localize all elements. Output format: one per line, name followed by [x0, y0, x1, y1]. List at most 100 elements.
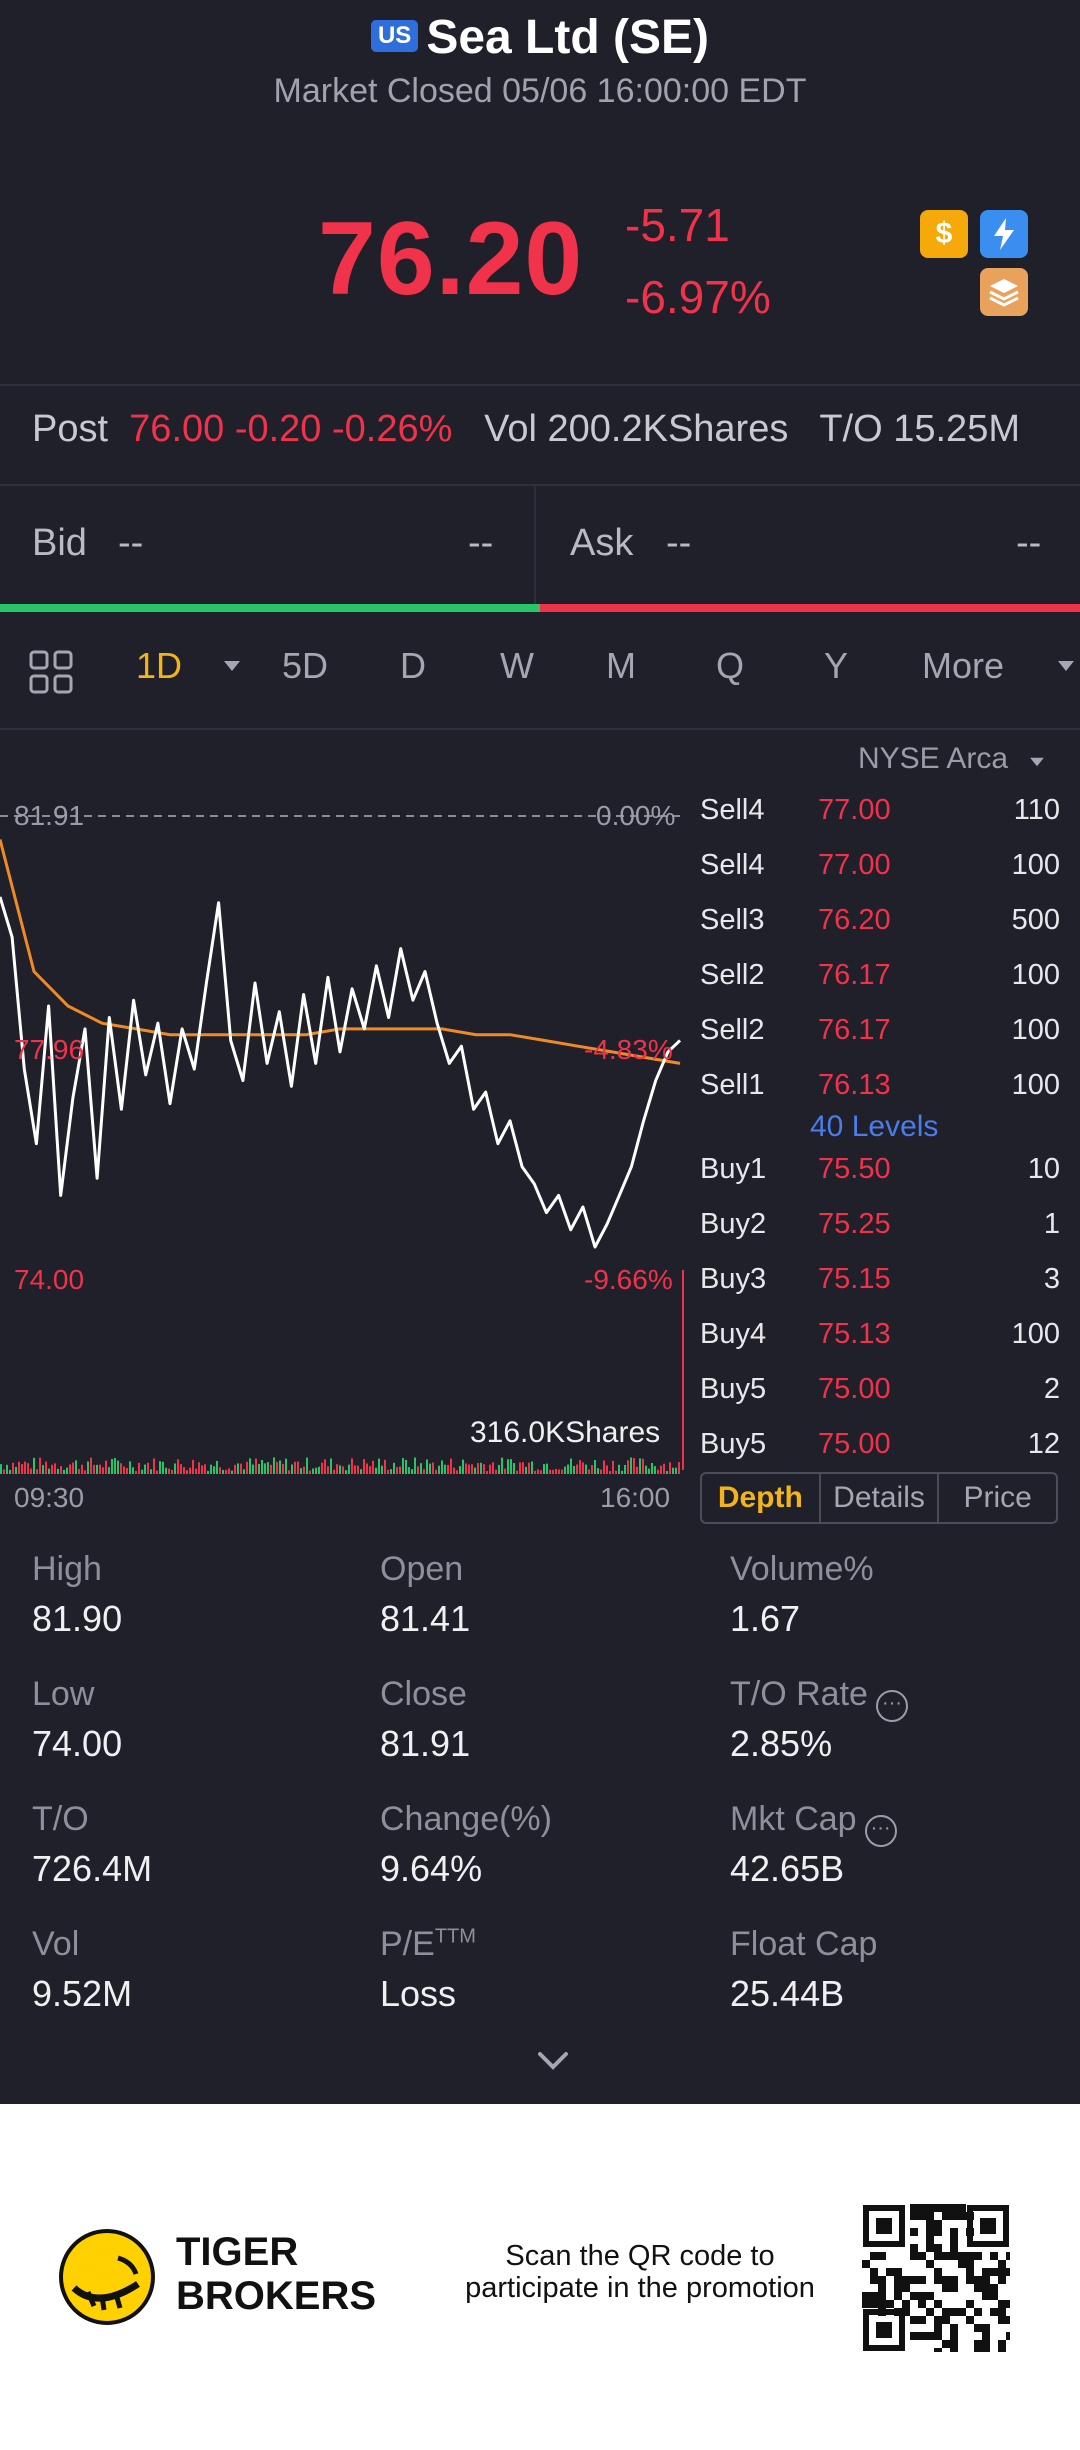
volume-bar — [78, 1469, 80, 1474]
volume-bar — [549, 1469, 551, 1474]
volume-bar — [645, 1465, 647, 1474]
volume-bar — [519, 1462, 521, 1474]
bidask-divider — [534, 484, 536, 604]
volume-bar — [123, 1466, 125, 1474]
qr-cell — [982, 2292, 990, 2300]
brand-name: TIGER BROKERS — [176, 2230, 376, 2318]
post-vol-label: Vol — [484, 408, 537, 450]
qr-cell — [910, 2204, 918, 2212]
volume-bar — [171, 1469, 173, 1474]
volume-bar — [321, 1462, 323, 1474]
qr-cell — [934, 2252, 942, 2260]
stat-mkt-cap: Mkt Cap ··· — [730, 1800, 897, 1847]
levels-link[interactable]: 40 Levels — [810, 1110, 939, 1143]
qr-cell — [982, 2324, 990, 2332]
tab-m[interactable]: M — [606, 645, 636, 686]
orderbook-sell-row: Sell4 77.00 100 — [700, 849, 1060, 903]
volume-bar — [231, 1470, 233, 1474]
volume-bar — [453, 1467, 455, 1474]
volume-bar — [363, 1459, 365, 1474]
qr-cell — [910, 2292, 918, 2300]
volume-bar — [288, 1470, 290, 1474]
volume-bar — [279, 1460, 281, 1474]
qr-cell — [878, 2276, 886, 2284]
volume-bar — [312, 1468, 314, 1474]
tab-y[interactable]: Y — [824, 645, 849, 686]
volume-bar — [591, 1465, 593, 1474]
qr-cell — [926, 2212, 934, 2220]
tab-w[interactable]: W — [500, 645, 534, 686]
chevron-down-icon[interactable] — [1056, 659, 1076, 678]
more-info-icon[interactable]: ··· — [864, 1815, 897, 1847]
exchange-select[interactable]: NYSE Arca — [858, 742, 1046, 776]
volume-bar — [468, 1464, 470, 1474]
stack-icon[interactable] — [980, 268, 1028, 316]
volume-bar — [462, 1459, 464, 1474]
promo-line2: participate in the promotion — [465, 2272, 815, 2304]
volume-bar — [489, 1464, 491, 1474]
tab-depth[interactable]: Depth — [702, 1474, 821, 1522]
volume-bar — [450, 1458, 452, 1474]
volume-bar — [576, 1464, 578, 1474]
prev-close-label: 81.91 — [14, 800, 85, 831]
volume-bar — [132, 1467, 134, 1474]
stat-high-value: 81.90 — [32, 1598, 123, 1639]
qr-cell — [926, 2308, 934, 2316]
qr-cell — [950, 2340, 958, 2348]
tab-5d[interactable]: 5D — [282, 645, 329, 686]
tab-price[interactable]: Price — [963, 1481, 1032, 1514]
sell-level: Sell3 — [700, 904, 765, 936]
qr-cell — [926, 2332, 934, 2340]
tab-details[interactable]: Details — [821, 1474, 940, 1522]
flash-icon[interactable] — [980, 210, 1028, 258]
layout-grid-icon[interactable] — [28, 649, 74, 700]
volume-bar — [15, 1467, 17, 1474]
qr-cell — [934, 2324, 942, 2332]
qr-cell — [878, 2300, 886, 2308]
qr-cell — [950, 2204, 958, 2212]
qr-cell — [998, 2316, 1006, 2324]
buy-level: Buy2 — [700, 1208, 767, 1240]
sell-price: 77.00 — [818, 849, 891, 881]
ask-strength-bar — [540, 604, 1080, 612]
volume-bar — [669, 1462, 671, 1474]
qr-cell — [998, 2340, 1006, 2348]
volume-bar — [426, 1459, 428, 1474]
volume-bar — [420, 1463, 422, 1474]
chevron-down-icon[interactable] — [222, 659, 242, 678]
qr-cell — [950, 2276, 958, 2284]
stat-vol-value: 9.52M — [32, 1973, 133, 2014]
post-market-row: Post 76.00 -0.20 -0.26% Vol 200.2KShares… — [32, 408, 1020, 451]
stat-pe: P/ETTM — [380, 1925, 476, 1964]
volume-bar — [429, 1463, 431, 1474]
volume-bar — [360, 1469, 362, 1474]
stat-low-label: Low — [32, 1675, 95, 1713]
more-info-icon[interactable]: ··· — [875, 1690, 908, 1722]
volume-bar — [147, 1462, 149, 1474]
qr-cell — [990, 2252, 998, 2260]
expand-chevron-icon[interactable] — [536, 2050, 570, 2077]
qr-cell — [862, 2300, 870, 2308]
qr-cell — [926, 2292, 934, 2300]
qr-cell — [918, 2316, 926, 2324]
dollar-icon[interactable]: $ — [920, 210, 968, 258]
sell-level: Sell1 — [700, 1069, 765, 1101]
volume-bar — [633, 1457, 635, 1474]
tab-more[interactable]: More — [922, 645, 1005, 686]
volume-bar — [522, 1462, 524, 1474]
tab-d[interactable]: D — [400, 645, 426, 686]
tab-q[interactable]: Q — [716, 645, 745, 686]
volume-bar — [306, 1457, 308, 1474]
volume-bar — [261, 1459, 263, 1474]
volume-bar — [267, 1462, 269, 1474]
volume-bar — [483, 1464, 485, 1474]
volume-bar — [141, 1469, 143, 1474]
intraday-chart[interactable] — [0, 780, 690, 1540]
divider — [0, 728, 1080, 730]
volume-bar — [168, 1468, 170, 1474]
tab-1d[interactable]: 1D — [136, 645, 183, 686]
volume-bar — [558, 1469, 560, 1474]
qr-code[interactable] — [862, 2204, 1010, 2352]
volume-bar — [183, 1467, 185, 1474]
qr-cell — [910, 2276, 918, 2284]
